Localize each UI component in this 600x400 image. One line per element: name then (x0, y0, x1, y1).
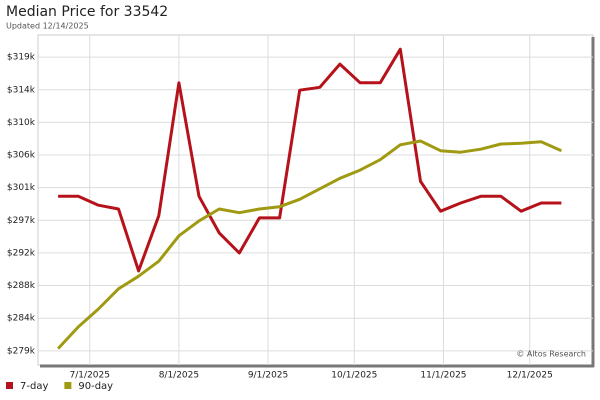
y-tick-label: $292k (7, 248, 36, 258)
watermark: © Altos Research (516, 350, 586, 359)
series-line (58, 47, 562, 273)
chart-subtitle: Updated 12/14/2025 (6, 22, 89, 31)
chart-title: Median Price for 33542 (6, 4, 168, 20)
x-tick-label: 10/1/2025 (331, 371, 377, 381)
y-tick-label: $288k (7, 281, 36, 291)
x-tick-label: 12/1/2025 (507, 371, 553, 381)
y-tick-label: $314k (7, 85, 36, 95)
x-tick-label: 7/1/2025 (70, 371, 110, 381)
x-tick-label: 8/1/2025 (159, 371, 199, 381)
legend-label: 7-day (20, 381, 48, 392)
x-tick-label: 11/1/2025 (420, 371, 466, 381)
y-tick-label: $319k (7, 53, 36, 63)
legend-swatch (6, 382, 13, 389)
legend-label: 90-day (78, 381, 113, 392)
y-tick-label: $284k (7, 314, 36, 324)
legend-swatch (64, 382, 72, 389)
y-tick-label: $306k (7, 151, 36, 161)
y-tick-label: $297k (7, 216, 36, 226)
series-line (57, 139, 563, 350)
y-tick-label: $310k (7, 118, 36, 128)
x-tick-label: 9/1/2025 (248, 371, 288, 381)
y-tick-label: $279k (7, 346, 36, 356)
plot-area (37, 34, 594, 366)
y-tick-label: $301k (7, 183, 36, 193)
